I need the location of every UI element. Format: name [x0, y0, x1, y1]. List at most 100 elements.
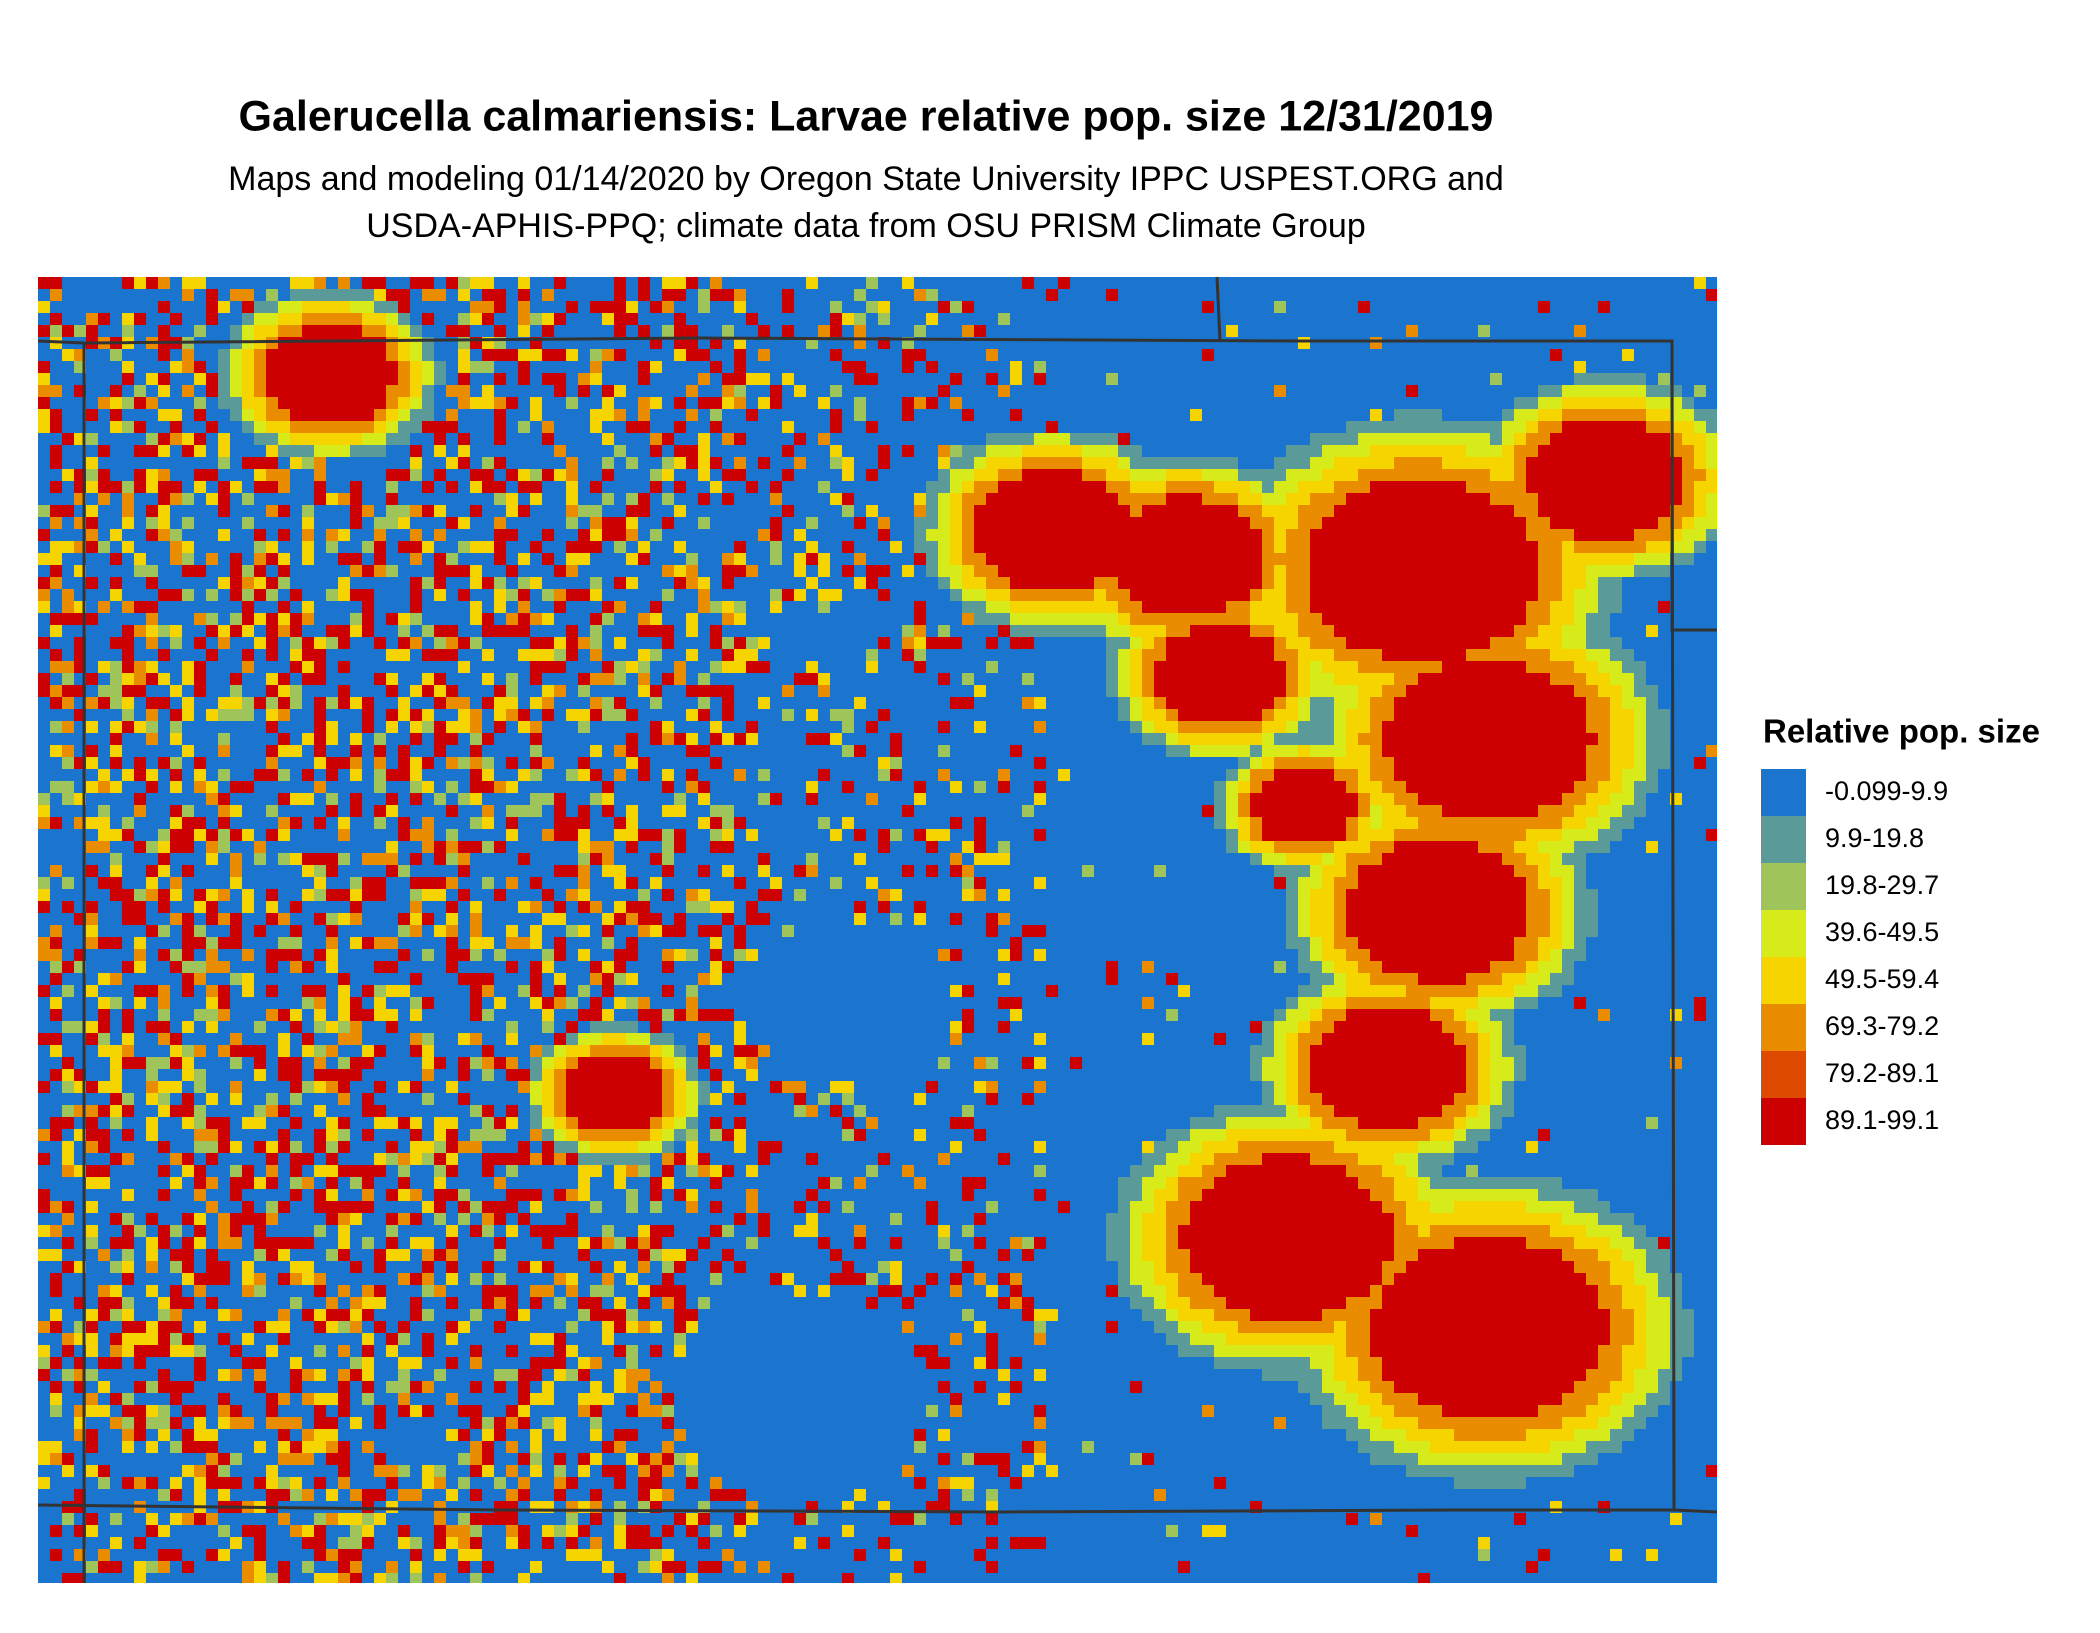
raster-cell — [158, 589, 170, 601]
raster-cell — [866, 877, 878, 889]
raster-cell — [614, 697, 626, 709]
raster-cell — [194, 325, 206, 337]
raster-cell — [206, 289, 218, 301]
raster-cell — [218, 805, 230, 817]
raster-cell — [134, 625, 146, 637]
raster-cell — [1382, 1009, 1394, 1021]
raster-cell — [1454, 889, 1466, 901]
raster-cell — [1070, 469, 1082, 481]
raster-cell — [626, 949, 638, 961]
raster-cell — [182, 589, 194, 601]
raster-cell — [578, 709, 590, 721]
raster-cell — [1238, 493, 1250, 505]
raster-cell — [494, 349, 506, 361]
raster-cell — [398, 865, 410, 877]
raster-cell — [1394, 745, 1406, 757]
raster-cell — [1514, 1045, 1526, 1057]
raster-cell — [122, 625, 134, 637]
raster-cell — [1238, 1129, 1250, 1141]
raster-cell — [1526, 793, 1538, 805]
raster-cell — [1154, 517, 1166, 529]
raster-cell — [1694, 385, 1706, 397]
raster-cell — [1562, 781, 1574, 793]
raster-cell — [242, 709, 254, 721]
raster-cell — [1574, 805, 1586, 817]
raster-cell — [1586, 661, 1598, 673]
raster-cell — [746, 565, 758, 577]
raster-cell — [1526, 757, 1538, 769]
raster-cell — [722, 841, 734, 853]
raster-cell — [1346, 1045, 1358, 1057]
raster-cell — [1250, 637, 1262, 649]
raster-cell — [710, 841, 722, 853]
raster-cell — [1298, 937, 1310, 949]
raster-cell — [1022, 517, 1034, 529]
raster-cell — [230, 613, 242, 625]
raster-cell — [1514, 505, 1526, 517]
raster-cell — [1106, 517, 1118, 529]
raster-cell — [1478, 541, 1490, 553]
raster-cell — [278, 697, 290, 709]
raster-cell — [50, 745, 62, 757]
raster-cell — [662, 829, 674, 841]
raster-cell — [566, 709, 578, 721]
raster-cell — [926, 493, 938, 505]
raster-cell — [1046, 541, 1058, 553]
raster-cell — [38, 901, 50, 913]
raster-cell — [98, 685, 110, 697]
raster-cell — [1514, 1057, 1526, 1069]
raster-cell — [338, 697, 350, 709]
raster-cell — [1274, 1129, 1286, 1141]
raster-cell — [482, 1069, 494, 1081]
raster-cell — [614, 817, 626, 829]
raster-cell — [674, 661, 686, 673]
raster-cell — [98, 817, 110, 829]
raster-cell — [1478, 577, 1490, 589]
raster-cell — [1310, 433, 1322, 445]
raster-cell — [1394, 1021, 1406, 1033]
raster-cell — [1070, 445, 1082, 457]
raster-cell — [338, 685, 350, 697]
raster-cell — [1634, 421, 1646, 433]
raster-cell — [50, 505, 62, 517]
raster-cell — [350, 349, 362, 361]
raster-cell — [278, 445, 290, 457]
raster-cell — [1418, 1129, 1430, 1141]
raster-cell — [134, 949, 146, 961]
raster-cell — [518, 721, 530, 733]
raster-cell — [1154, 469, 1166, 481]
raster-cell — [986, 601, 998, 613]
raster-cell — [1358, 601, 1370, 613]
raster-cell — [1406, 601, 1418, 613]
raster-cell — [1394, 1069, 1406, 1081]
raster-cell — [1394, 781, 1406, 793]
raster-cell — [1622, 805, 1634, 817]
raster-cell — [1286, 685, 1298, 697]
raster-cell — [50, 313, 62, 325]
raster-cell — [86, 865, 98, 877]
raster-cell — [458, 433, 470, 445]
raster-cell — [1682, 433, 1694, 445]
raster-cell — [1274, 481, 1286, 493]
raster-cell — [278, 769, 290, 781]
raster-cell — [494, 493, 506, 505]
raster-cell — [602, 1009, 614, 1021]
raster-cell — [374, 565, 386, 577]
raster-cell — [758, 325, 770, 337]
raster-cell — [1310, 841, 1322, 853]
raster-cell — [638, 277, 650, 289]
raster-cell — [650, 685, 662, 697]
raster-cell — [1298, 781, 1310, 793]
raster-cell — [1490, 517, 1502, 529]
raster-cell — [194, 1069, 206, 1081]
raster-cell — [1178, 517, 1190, 529]
raster-cell — [614, 409, 626, 421]
raster-cell — [638, 505, 650, 517]
raster-cell — [530, 925, 542, 937]
raster-cell — [1634, 397, 1646, 409]
raster-cell — [98, 781, 110, 793]
raster-cell — [1214, 649, 1226, 661]
raster-cell — [830, 313, 842, 325]
raster-cell — [1142, 541, 1154, 553]
raster-cell — [938, 565, 950, 577]
